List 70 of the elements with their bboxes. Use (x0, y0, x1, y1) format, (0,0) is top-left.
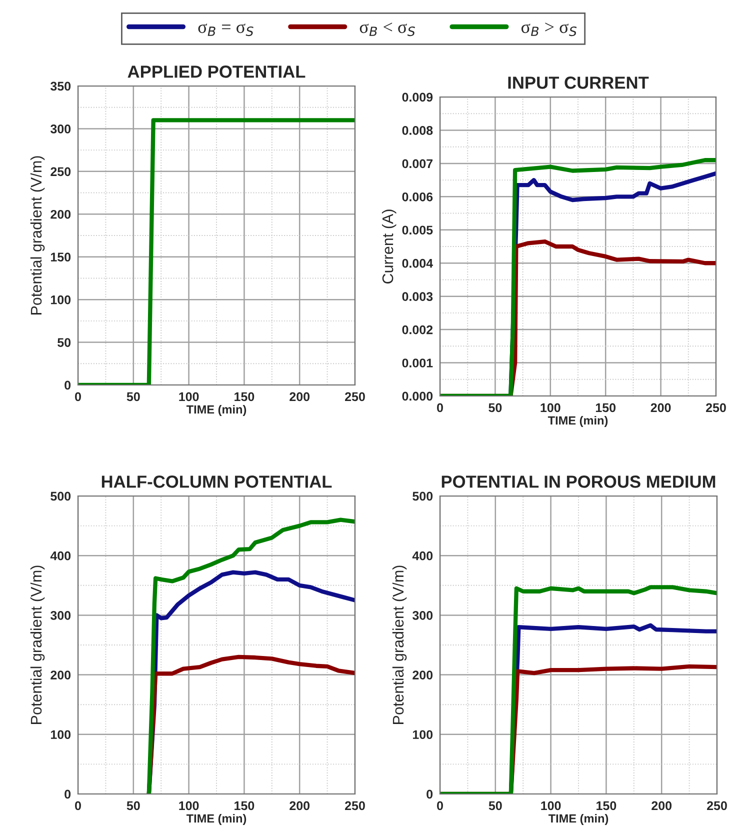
x-tick-label: 50 (126, 392, 140, 402)
y-tick-label: 250 (50, 167, 71, 176)
x-tick-label: 50 (126, 801, 140, 810)
y-tick-label: 0.008 (402, 126, 433, 135)
x-tick-label: 50 (488, 801, 502, 810)
x-tick-label: 50 (488, 403, 502, 412)
y-tick-label: 100 (50, 730, 71, 740)
x-tick-label: 150 (234, 392, 254, 402)
x-tick-label: 0 (75, 801, 81, 810)
legend-label: σ$_{B}$ < σ$_{S}$ (360, 22, 415, 36)
y-axis-title: Potential gradient (V/m) (392, 566, 407, 724)
y-tick-label: 300 (412, 611, 433, 620)
y-tick-label: 300 (50, 611, 71, 620)
x-tick-label: 100 (540, 403, 560, 412)
y-tick-label: 400 (50, 551, 71, 560)
y-tick-label: 0.006 (402, 192, 433, 202)
y-tick-label: 0.005 (402, 226, 433, 235)
y-tick-label: 500 (412, 492, 433, 501)
x-tick-label: 200 (650, 403, 671, 412)
y-tick-label: 200 (50, 670, 71, 680)
x-tick-label: 200 (652, 801, 672, 810)
y-axis-title: Potential gradient (V/m) (30, 566, 45, 724)
y-tick-label: 400 (412, 551, 433, 560)
chart-title: INPUT CURRENT (508, 76, 649, 89)
y-tick-label: 0.001 (402, 358, 433, 368)
y-tick-label: 350 (50, 82, 71, 91)
x-tick-label: 0 (437, 801, 443, 810)
y-tick-label: 0.002 (402, 325, 433, 334)
x-axis-title: TIME (min) (548, 416, 608, 427)
y-tick-label: 100 (412, 730, 433, 740)
x-tick-label: 150 (234, 801, 254, 810)
y-tick-label: 150 (50, 252, 71, 262)
y-tick-label: 300 (50, 124, 71, 134)
y-tick-label: 200 (50, 210, 71, 219)
chart-title: HALF-COLUMN POTENTIAL (102, 476, 332, 488)
legend-label: σ$_{B}$ > σ$_{S}$ (521, 22, 577, 36)
y-tick-label: 0.004 (402, 258, 433, 268)
x-tick-label: 150 (596, 403, 616, 412)
x-axis-title: TIME (min) (186, 404, 246, 416)
y-tick-label: 500 (50, 492, 71, 501)
x-tick-label: 0 (437, 403, 443, 412)
x-tick-label: 200 (290, 801, 310, 810)
chart-title: POTENTIAL IN POROUS MEDIUM (442, 476, 716, 488)
y-tick-label: 0.009 (402, 92, 433, 102)
y-tick-label: 0.000 (402, 392, 433, 401)
y-axis-title: Potential gradient (V/m) (30, 156, 45, 314)
x-tick-label: 250 (345, 801, 365, 810)
x-tick-label: 250 (707, 801, 727, 810)
chart-title: APPLIED POTENTIAL (128, 66, 306, 78)
x-tick-label: 100 (541, 801, 561, 810)
x-tick-label: 250 (345, 392, 365, 402)
y-tick-label: 100 (50, 295, 71, 304)
y-tick-label: 0.007 (402, 159, 433, 168)
line-series (146, 518, 355, 794)
x-tick-label: 0 (75, 392, 81, 402)
y-tick-label: 0.003 (402, 292, 433, 302)
x-axis-title: TIME (min) (186, 814, 246, 825)
y-tick-label: 0 (426, 790, 433, 799)
y-tick-label: 200 (412, 670, 433, 680)
y-tick-label: 50 (58, 338, 71, 347)
y-tick-label: 0 (64, 380, 71, 390)
x-tick-label: 200 (290, 392, 310, 402)
x-tick-label: 100 (179, 392, 199, 402)
x-axis-title: TIME (min) (548, 814, 608, 825)
x-tick-label: 100 (179, 801, 199, 810)
y-axis-title: Current (A) (382, 210, 396, 284)
legend-label: σ$_{B}$ = σ$_{S}$ (198, 24, 254, 36)
y-tick-label: 0 (64, 790, 71, 799)
x-tick-label: 250 (706, 403, 726, 412)
x-tick-label: 150 (596, 801, 616, 810)
